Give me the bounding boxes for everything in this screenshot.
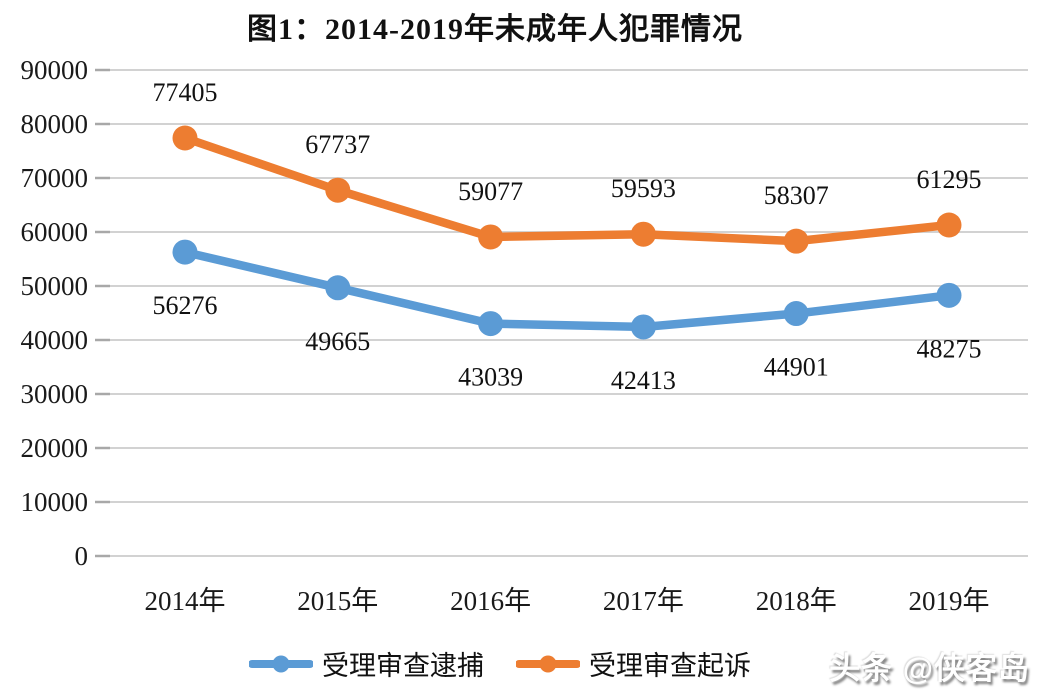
legend-marker-arrest bbox=[249, 655, 313, 672]
legend-item-arrest: 受理审查逮捕 bbox=[249, 644, 484, 683]
data-label: 49665 bbox=[305, 327, 370, 356]
data-label: 67737 bbox=[305, 130, 370, 159]
legend-item-prosecution: 受理审查起诉 bbox=[516, 644, 751, 683]
data-point bbox=[783, 228, 809, 254]
data-point bbox=[478, 224, 504, 250]
y-axis-label: 80000 bbox=[21, 109, 89, 139]
y-axis-label: 20000 bbox=[21, 433, 89, 463]
legend-marker-prosecution bbox=[516, 655, 580, 672]
x-axis-label: 2017年 bbox=[603, 586, 684, 616]
y-axis-label: 90000 bbox=[21, 55, 89, 85]
legend-label-prosecution: 受理审查起诉 bbox=[589, 651, 751, 681]
data-point bbox=[172, 239, 198, 265]
x-axis-label: 2016年 bbox=[450, 586, 531, 616]
data-point bbox=[478, 311, 504, 337]
legend-label-arrest: 受理审查逮捕 bbox=[322, 651, 484, 681]
watermark-text: 头条 @侠客岛 bbox=[829, 651, 1030, 686]
data-label: 43039 bbox=[458, 363, 523, 392]
y-axis-label: 40000 bbox=[21, 325, 89, 355]
line-chart: 0 10000 20000 30000 40000 50000 60000 70000 8000… bbox=[21, 55, 1028, 616]
y-axis-label: 70000 bbox=[21, 163, 89, 193]
data-point bbox=[325, 275, 351, 301]
x-axis-label: 2018年 bbox=[756, 586, 837, 616]
x-axis-label: 2014年 bbox=[145, 586, 226, 616]
data-point bbox=[936, 212, 962, 238]
y-axis-label: 10000 bbox=[21, 487, 89, 517]
chart-legend: 受理审查逮捕 受理审查起诉 bbox=[0, 644, 1000, 683]
y-axis-label: 50000 bbox=[21, 271, 89, 301]
data-label: 61295 bbox=[917, 165, 982, 194]
data-label: 48275 bbox=[917, 334, 982, 363]
data-label: 56276 bbox=[153, 291, 218, 320]
data-label: 58307 bbox=[764, 181, 829, 210]
data-label: 42413 bbox=[611, 366, 676, 395]
series-line-1 bbox=[180, 133, 954, 246]
data-point bbox=[325, 177, 351, 203]
y-axis-label: 0 bbox=[75, 541, 89, 571]
y-axis-label: 30000 bbox=[21, 379, 89, 409]
data-label: 44901 bbox=[764, 353, 829, 382]
data-point bbox=[630, 314, 656, 340]
data-point bbox=[783, 301, 809, 327]
y-axis-label: 60000 bbox=[21, 217, 89, 247]
series-line-0 bbox=[180, 247, 954, 332]
data-point bbox=[172, 125, 198, 151]
data-label: 77405 bbox=[153, 78, 218, 107]
x-axis-label: 2015年 bbox=[297, 586, 378, 616]
data-point bbox=[936, 282, 962, 308]
chart-title: 图1：2014-2019年未成年人犯罪情况 bbox=[247, 13, 743, 46]
data-label: 59593 bbox=[611, 174, 676, 203]
data-point bbox=[630, 221, 656, 247]
data-label: 59077 bbox=[458, 177, 523, 206]
x-axis-label: 2019年 bbox=[909, 586, 990, 616]
